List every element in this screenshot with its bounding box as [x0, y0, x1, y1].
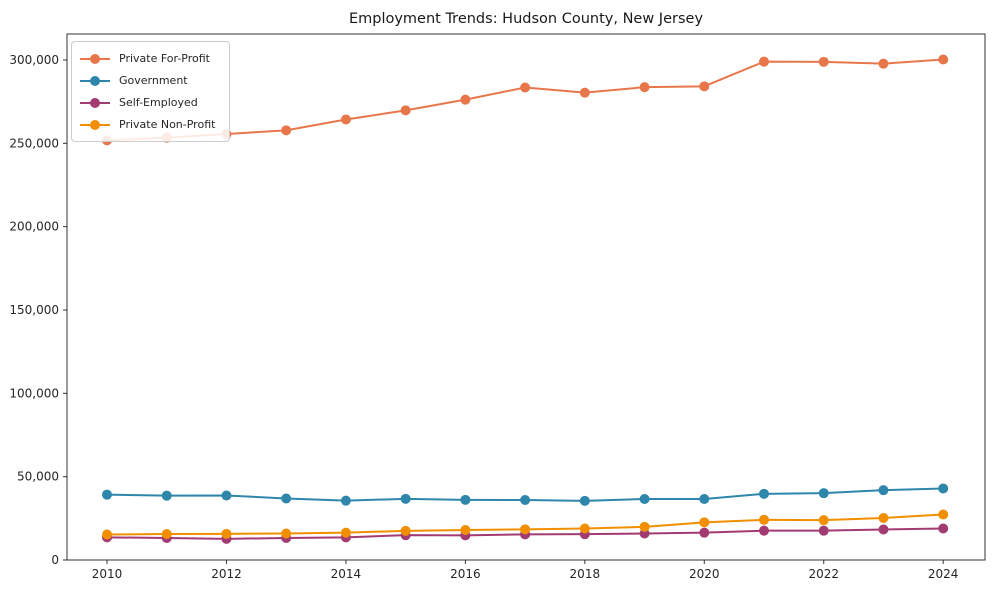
- data-point-marker: [938, 523, 949, 534]
- data-point-marker: [759, 514, 770, 525]
- data-point-marker: [520, 524, 531, 535]
- y-axis-tick-label: 100,000: [9, 386, 59, 400]
- data-point-marker: [639, 494, 650, 504]
- data-point-marker: [639, 521, 650, 532]
- data-point-marker: [281, 493, 292, 504]
- legend-item-private-non-profit: Private Non-Profit: [80, 115, 215, 134]
- data-point-marker: [400, 105, 411, 116]
- legend-line-marker-icon: [80, 53, 110, 64]
- data-point-marker: [818, 488, 829, 499]
- y-axis-tick-label: 250,000: [9, 136, 59, 150]
- data-point-marker: [818, 56, 829, 67]
- data-point-marker: [281, 125, 292, 136]
- data-point-marker: [699, 81, 710, 92]
- chart-title: Employment Trends: Hudson County, New Je…: [348, 11, 704, 27]
- y-axis-tick-label: 200,000: [9, 220, 59, 234]
- data-point-marker: [579, 523, 590, 534]
- legend-line-marker-icon: [80, 97, 110, 108]
- data-point-marker: [878, 485, 889, 496]
- data-point-marker: [102, 489, 113, 500]
- legend-label: Private For-Profit: [119, 52, 210, 65]
- data-point-marker: [759, 525, 770, 536]
- legend-item-self-employed: Self-Employed: [80, 93, 215, 112]
- legend-label: Government: [119, 74, 188, 87]
- x-axis-tick-label: 2016: [450, 567, 481, 581]
- x-axis-tick-label: 2010: [92, 567, 123, 581]
- y-axis-tick-label: 300,000: [9, 53, 59, 67]
- data-point-marker: [878, 524, 889, 535]
- x-axis-tick-label: 2014: [331, 567, 362, 581]
- legend-line-marker-icon: [80, 75, 110, 86]
- data-point-marker: [460, 494, 471, 505]
- y-axis-tick-label: 150,000: [9, 303, 59, 317]
- data-point-marker: [281, 528, 292, 539]
- x-axis-tick-label: 2012: [211, 567, 242, 581]
- data-point-marker: [759, 488, 770, 499]
- data-point-marker: [639, 82, 650, 93]
- legend-label: Private Non-Profit: [119, 118, 216, 131]
- data-point-marker: [161, 490, 172, 501]
- x-axis-tick-label: 2018: [570, 567, 601, 581]
- data-point-marker: [460, 525, 471, 535]
- data-point-marker: [340, 114, 351, 125]
- data-point-marker: [221, 490, 232, 501]
- data-point-marker: [400, 493, 411, 504]
- data-point-marker: [161, 529, 172, 539]
- legend-label: Self-Employed: [119, 96, 198, 109]
- legend-item-government: Government: [80, 71, 215, 90]
- y-axis-tick-label: 50,000: [17, 470, 59, 484]
- data-point-marker: [520, 495, 531, 505]
- data-point-marker: [340, 495, 351, 506]
- data-point-marker: [579, 495, 590, 506]
- data-point-marker: [340, 527, 351, 538]
- data-point-marker: [938, 54, 949, 65]
- data-point-marker: [102, 529, 113, 540]
- chart-legend: Private For-Profit Government Self-Emplo…: [71, 41, 231, 142]
- data-point-marker: [818, 525, 829, 536]
- data-point-marker: [699, 494, 710, 504]
- data-point-marker: [520, 82, 531, 93]
- data-point-marker: [400, 525, 411, 536]
- series-line: [106, 58, 944, 142]
- data-point-marker: [579, 87, 590, 98]
- data-point-marker: [878, 58, 889, 69]
- data-point-marker: [878, 513, 889, 523]
- data-point-marker: [759, 56, 770, 67]
- data-point-marker: [699, 517, 710, 528]
- x-axis-tick-label: 2022: [808, 567, 839, 581]
- data-point-marker: [818, 515, 829, 526]
- x-axis-tick-label: 2020: [689, 567, 720, 581]
- legend-line-marker-icon: [80, 119, 110, 130]
- data-point-marker: [938, 509, 949, 520]
- axis-spine: [66, 33, 986, 561]
- data-point-marker: [460, 94, 471, 105]
- data-point-marker: [699, 527, 710, 538]
- y-axis-tick-label: 0: [51, 553, 59, 567]
- x-axis-tick-label: 2024: [928, 567, 959, 581]
- data-point-marker: [221, 528, 232, 539]
- legend-item-private-for-profit: Private For-Profit: [80, 49, 215, 68]
- data-point-marker: [938, 483, 949, 494]
